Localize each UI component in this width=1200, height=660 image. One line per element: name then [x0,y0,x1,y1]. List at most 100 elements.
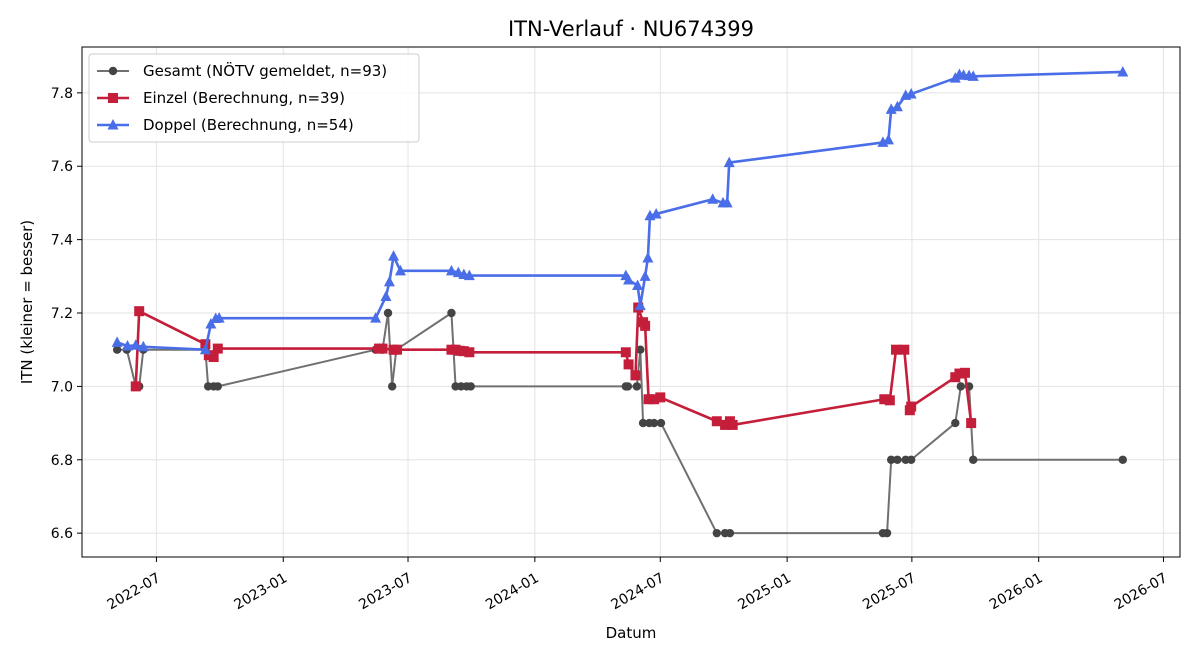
y-tick-label: 7.2 [51,306,73,322]
y-tick-label: 6.8 [51,453,73,469]
data-point [906,455,916,464]
data-point [213,312,225,323]
chart-title: ITN-Verlauf · NU674399 [508,17,754,41]
data-point [632,279,644,290]
data-point [1117,65,1129,77]
data-point [906,401,917,412]
data-point [649,394,660,405]
data-point [638,418,648,428]
legend-marker [108,66,118,76]
x-tick-label: 2025-07 [860,570,919,613]
y-tick-label: 7.8 [51,86,73,102]
y-tick-label: 7.0 [51,379,73,395]
data-point [458,346,469,357]
data-point [969,455,978,464]
data-point [205,318,217,329]
data-point [466,382,475,391]
data-point [899,344,910,355]
legend-label: Doppel (Berechnung, n=54) [143,116,354,134]
data-point [383,275,395,287]
data-point [636,345,645,354]
data-point [642,251,654,263]
x-tick-label: 2022-07 [105,570,164,613]
y-axis-title: ITN (kleiner = besser) [18,220,36,384]
data-point [620,347,631,358]
series-3 [111,65,1129,355]
x-tick-label: 2026-07 [1112,570,1171,613]
y-tick-label: 6.6 [51,526,73,542]
data-point [380,290,392,301]
data-point [656,418,666,428]
data-point [383,308,393,318]
data-point [630,370,641,381]
data-point [137,340,149,352]
data-point [463,269,475,281]
data-point [121,340,133,351]
data-point [623,382,633,391]
data-point [391,344,402,355]
data-point [886,455,896,464]
data-point [711,416,722,427]
data-point [879,394,890,405]
data-point [966,418,977,429]
data-point [893,455,902,464]
data-point [623,359,634,370]
x-tick-label: 2024-01 [483,570,542,613]
data-point [712,528,722,538]
data-point [882,528,892,538]
data-point [632,382,642,391]
data-point [387,382,397,391]
data-point [212,343,223,354]
data-point [394,264,406,276]
data-point [377,343,388,354]
legend-marker [108,93,118,103]
plot-area [111,65,1129,538]
data-point [884,395,895,406]
x-tick-label: 2026-01 [987,570,1046,613]
legend: Gesamt (NÖTV gemeldet, n=93) Einzel (Bere… [88,53,420,143]
data-point [208,352,219,363]
x-tick-label: 2023-01 [232,570,291,613]
data-point [727,419,738,430]
axes-frame [81,46,1181,558]
x-tick-label: 2025-01 [735,570,794,613]
data-point [643,394,654,405]
data-point [623,273,635,285]
data-point [723,156,735,168]
y-tick-label: 7.6 [51,159,73,175]
data-point [707,193,719,204]
data-point [954,368,965,379]
data-point [956,382,966,391]
data-point [649,418,659,428]
grid [82,47,1180,557]
legend-box [88,53,420,143]
data-point [464,347,475,358]
legend-label: Gesamt (NÖTV gemeldet, n=93) [143,61,387,80]
data-point [447,308,456,318]
data-point [882,133,894,145]
data-point [650,207,662,219]
data-point [112,345,122,354]
x-tick-label: 2023-07 [356,570,415,613]
data-point [640,320,651,331]
x-tick-label: 2024-07 [609,570,668,613]
data-point [1118,455,1127,464]
series-2 [130,302,977,430]
data-point [634,299,646,311]
series-line [134,306,973,427]
data-point [639,270,651,281]
data-point [891,100,903,112]
x-axis-title: Datum [606,624,657,642]
data-point [111,336,123,347]
data-point [725,528,735,538]
data-point [967,70,979,81]
data-point [721,196,733,208]
data-point [130,381,141,392]
series-1 [112,308,1127,538]
legend-label: Einzel (Berechnung, n=39) [143,89,345,107]
data-point [445,264,457,276]
data-point [199,343,211,355]
data-point [655,392,666,403]
